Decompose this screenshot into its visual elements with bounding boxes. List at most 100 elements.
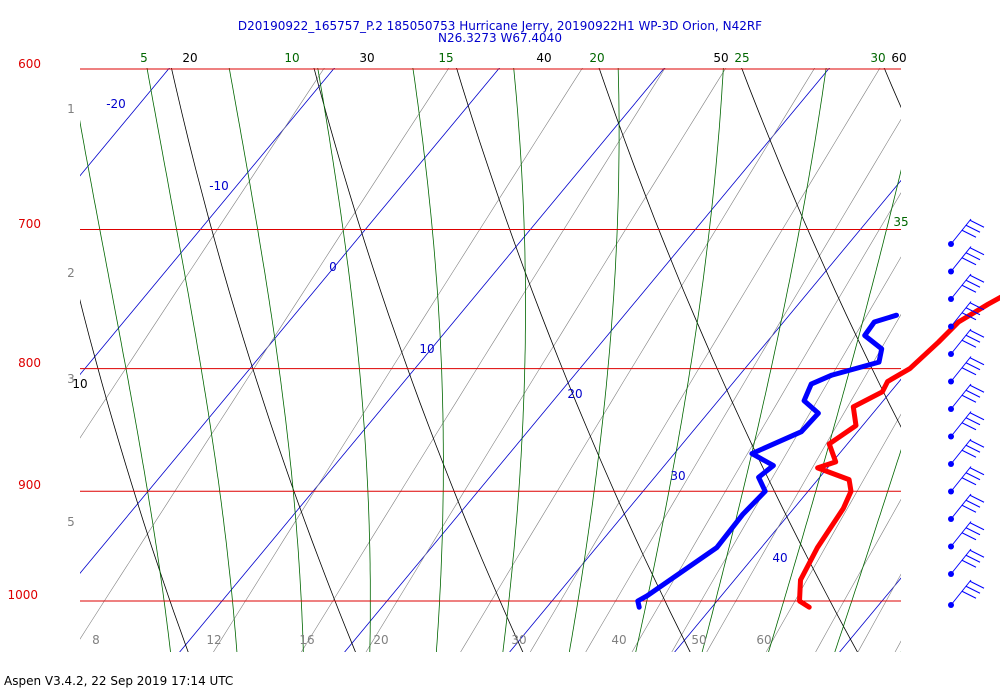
- thetae-label: 35: [893, 215, 908, 229]
- pressure-label: 900: [18, 478, 41, 492]
- wind-barb-flag: [961, 394, 977, 403]
- wind-barb-flag: [961, 229, 977, 238]
- dry-adiabat-line: [80, 298, 189, 652]
- wind-barb-flag: [969, 580, 985, 589]
- theta-label: 50: [713, 51, 728, 65]
- mixing-ratio-line: [529, 68, 881, 652]
- wind-barb: [948, 579, 985, 608]
- isotherm-label: -10: [209, 179, 229, 193]
- isotherm-line: [179, 68, 665, 652]
- wind-barb-flag: [961, 590, 977, 599]
- wind-barb-flag: [969, 522, 985, 531]
- wind-barb: [948, 548, 985, 577]
- wind-barb-flag: [969, 412, 985, 421]
- moist-adiabat-line: [635, 68, 724, 652]
- mixing-ratio-line: [706, 313, 901, 652]
- mixing-ratio-label: 40: [611, 633, 626, 647]
- wind-barb-flag: [969, 494, 985, 503]
- wind-barb-flag: [969, 384, 985, 393]
- mixing-ratio-line: [631, 192, 901, 652]
- mixing-ratio-line: [815, 498, 901, 652]
- isotherm-line: [344, 68, 830, 652]
- isotherm-line: [80, 68, 500, 574]
- wind-barb-flag: [965, 362, 981, 371]
- theta-label: 40: [536, 51, 551, 65]
- thetae-label: 30: [870, 51, 885, 65]
- wind-barb-flag: [965, 554, 981, 563]
- isotherm-label: 30: [670, 469, 685, 483]
- mixing-ratio-line: [894, 640, 901, 652]
- moist-adiabat-line: [228, 68, 304, 652]
- pressure-label: 700: [18, 217, 41, 231]
- wind-barb: [948, 438, 985, 467]
- wind-barb-flag: [965, 389, 981, 398]
- wind-barb-flag: [969, 274, 985, 283]
- wind-barb: [948, 383, 985, 412]
- height-label: 5: [67, 515, 75, 529]
- theta-label: 10: [72, 377, 87, 391]
- wind-barb-shaft: [950, 548, 972, 575]
- wind-barb-flag: [969, 302, 985, 311]
- isotherm-label: 40: [772, 551, 787, 565]
- mixing-ratio-line: [857, 573, 901, 652]
- moist-adiabat-line: [568, 68, 620, 652]
- wind-barb-flag: [965, 444, 981, 453]
- wind-barb-flag: [961, 504, 977, 513]
- mixing-ratio-line: [460, 68, 816, 652]
- wind-barb: [948, 273, 985, 302]
- wind-barb-flag: [969, 329, 985, 338]
- isobars: [80, 68, 901, 602]
- wind-barb-flag: [961, 422, 977, 431]
- isotherm-label: -20: [106, 97, 126, 111]
- moist-adiabat-line: [412, 68, 444, 652]
- wind-barb-shaft: [950, 521, 972, 547]
- wind-barb-shaft: [950, 356, 972, 382]
- wind-barb: [948, 356, 985, 385]
- title-line-1: D20190922_165757_P.2 185050753 Hurricane…: [237, 19, 763, 33]
- wind-barb-flag: [969, 247, 985, 256]
- wind-barb-flag: [965, 224, 981, 233]
- dry-adiabat-line: [456, 68, 691, 652]
- moist-adiabat-line: [146, 68, 238, 652]
- mixing-ratio-line: [765, 413, 901, 652]
- isotherm-line: [839, 577, 901, 652]
- wind-barb-flag: [961, 312, 977, 321]
- diagram-grid: [0, 0, 1000, 662]
- isotherm-line: [997, 0, 1000, 662]
- dry-adiabat-line: [741, 68, 901, 428]
- isotherm-line: [80, 68, 170, 177]
- dry-adiabat-line: [171, 68, 356, 652]
- height-label: 2: [67, 266, 75, 280]
- wind-barb-shaft: [950, 411, 972, 437]
- mixing-ratio-label: 12: [206, 633, 221, 647]
- wind-barb-flag: [965, 527, 981, 536]
- mixing-ratio-line: [365, 68, 727, 652]
- wind-barb-flag: [961, 449, 977, 458]
- mixing-ratio-line: [300, 68, 666, 652]
- dry-adiabat-line: [0, 0, 24, 662]
- mixing-ratio-label: 16: [299, 633, 314, 647]
- thetae-label: 15: [438, 51, 453, 65]
- wind-barb-flag: [965, 585, 981, 594]
- wind-barb-flag: [965, 307, 981, 316]
- isotherm-line: [674, 378, 901, 652]
- pressure-label: 600: [18, 57, 41, 71]
- wind-barb: [948, 493, 985, 522]
- wind-barb-flag: [969, 467, 985, 476]
- mixing-ratio-label: 20: [373, 633, 388, 647]
- dry-adiabat-line: [598, 68, 858, 652]
- moist-adiabat-line: [834, 448, 901, 652]
- wind-barb-flag: [961, 339, 977, 348]
- wind-barb-flag: [965, 334, 981, 343]
- mixing-ratio-line: [585, 118, 901, 652]
- wind-barb: [948, 521, 985, 550]
- wind-barb-flag: [969, 219, 985, 228]
- wind-barb-flag: [969, 439, 985, 448]
- dry-adiabat-line: [995, 0, 1000, 662]
- moist-adiabat-line: [502, 68, 526, 652]
- thetae-label: 5: [140, 51, 148, 65]
- temperature-profile: [797, 294, 1000, 610]
- wind-barb-flag: [961, 257, 977, 266]
- wind-barbs: [948, 218, 985, 608]
- axis-labels: 600 700 800 900 1000 -20 -10 0 10 20 30 40 20 30 40 50 6…: [7, 51, 908, 647]
